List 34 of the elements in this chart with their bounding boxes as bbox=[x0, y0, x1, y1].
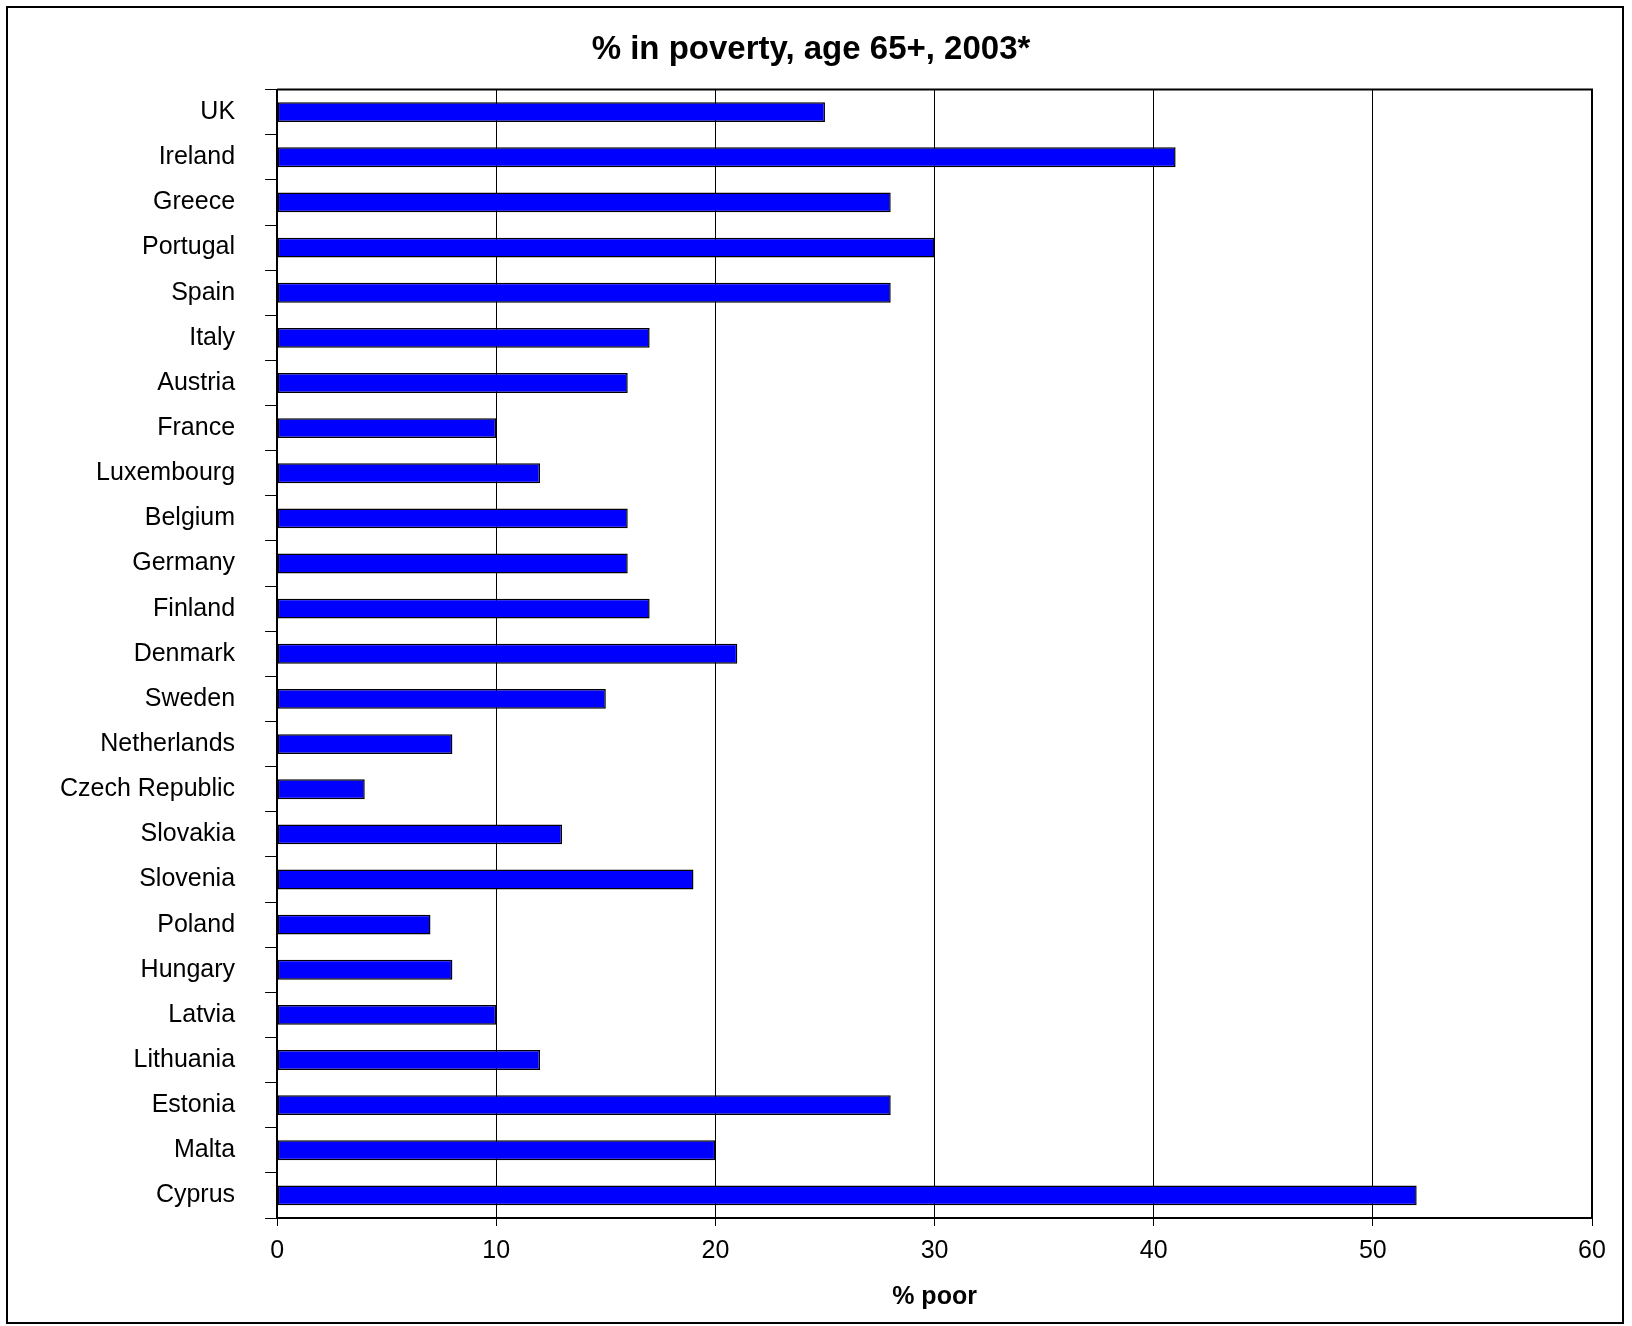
x-tick-label: 30 bbox=[920, 1234, 949, 1263]
y-tick-label: Ireland bbox=[158, 141, 236, 170]
y-tick-label: Belgium bbox=[144, 502, 236, 531]
y-tick-label: France bbox=[157, 412, 236, 441]
y-tick-label: Estonia bbox=[151, 1089, 236, 1118]
y-tick-label: Slovenia bbox=[139, 863, 236, 892]
y-tick-label: Spain bbox=[171, 276, 236, 305]
y-tick-label: Slovakia bbox=[140, 818, 236, 847]
y-tick-label: Netherlands bbox=[100, 727, 236, 756]
y-tick-label: Denmark bbox=[133, 637, 236, 666]
y-tick-label: Hungary bbox=[140, 953, 236, 982]
y-tick-label: Lithuania bbox=[133, 1043, 236, 1072]
x-tick-label: 20 bbox=[701, 1234, 730, 1263]
y-tick-label: Finland bbox=[153, 592, 236, 621]
x-axis-title: % poor bbox=[892, 1280, 978, 1309]
y-tick-label: Cyprus bbox=[155, 1179, 236, 1208]
y-tick-label: Latvia bbox=[168, 998, 236, 1027]
y-tick-label: Austria bbox=[157, 366, 236, 395]
y-tick-label: UK bbox=[200, 96, 236, 125]
y-tick-label: Italy bbox=[189, 321, 236, 350]
y-tick-label: Germany bbox=[132, 547, 236, 576]
y-tick-label: Malta bbox=[173, 1134, 236, 1163]
x-tick-label: 0 bbox=[270, 1234, 285, 1263]
y-tick-label: Czech Republic bbox=[59, 773, 236, 802]
x-tick-label: 60 bbox=[1578, 1234, 1606, 1263]
y-tick-label: Sweden bbox=[144, 682, 236, 711]
y-tick-label: Greece bbox=[153, 186, 236, 215]
x-tick-label: 10 bbox=[482, 1234, 511, 1263]
x-tick-label: 40 bbox=[1139, 1234, 1168, 1263]
y-tick-label: Luxembourg bbox=[96, 457, 236, 486]
y-tick-label: Poland bbox=[157, 908, 236, 937]
chart-title: % in poverty, age 65+, 2003* bbox=[591, 28, 1031, 66]
x-tick-label: 50 bbox=[1358, 1234, 1387, 1263]
y-tick-label: Portugal bbox=[141, 231, 236, 260]
